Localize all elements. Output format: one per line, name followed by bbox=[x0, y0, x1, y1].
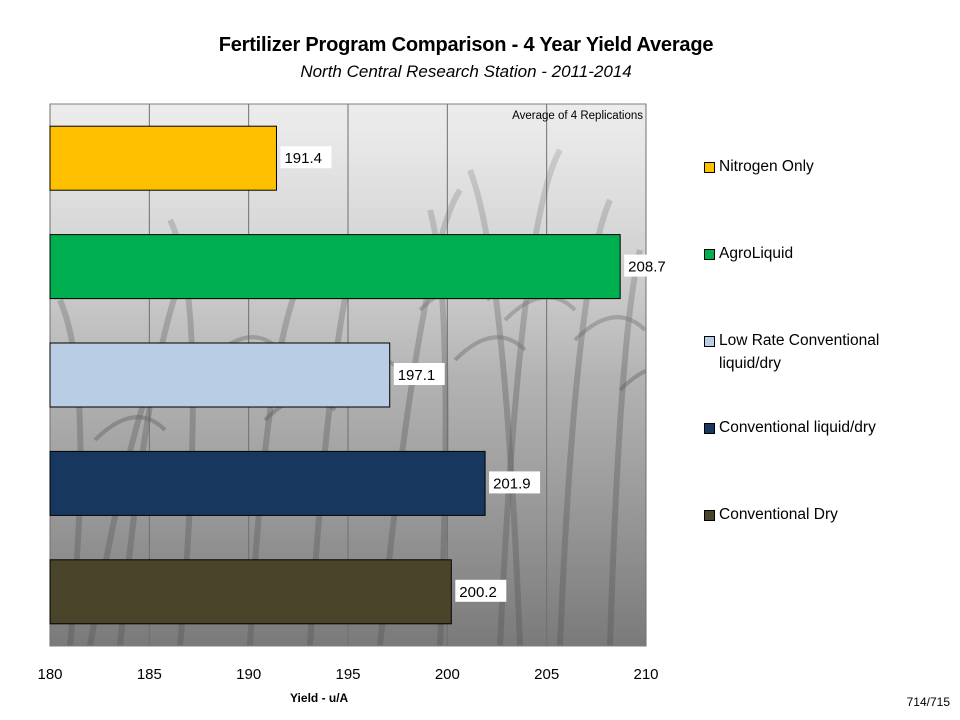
x-tick-label: 210 bbox=[633, 666, 658, 683]
value-label-box bbox=[280, 146, 332, 169]
x-tick-label: 205 bbox=[534, 666, 559, 683]
x-tick-label: 185 bbox=[137, 666, 162, 683]
value-label-box bbox=[393, 363, 445, 385]
value-label: 191.4 bbox=[284, 150, 322, 167]
legend-label: AgroLiquid bbox=[719, 245, 794, 262]
legend-label: Nitrogen Only bbox=[719, 158, 814, 175]
legend-swatch bbox=[704, 510, 715, 521]
value-labels: 191.4 208.7 197.1 201.9 200.2 bbox=[280, 146, 676, 602]
value-label-box bbox=[624, 254, 676, 277]
value-label-box bbox=[455, 579, 507, 602]
x-tick-label: 180 bbox=[37, 666, 62, 683]
value-label: 197.1 bbox=[398, 367, 436, 384]
chart-title: Fertilizer Program Comparison - 4 Year Y… bbox=[218, 34, 714, 56]
replications-note: Average of 4 Replications bbox=[512, 110, 643, 122]
x-tick-label: 200 bbox=[435, 666, 460, 683]
legend-label: Conventional Dry bbox=[719, 506, 838, 523]
bar bbox=[49, 450, 486, 516]
legend-label: Low Rate Conventional bbox=[719, 332, 880, 349]
x-tick-labels: 180 185 190 195 200 205 210 bbox=[37, 666, 658, 683]
legend-swatch bbox=[704, 249, 715, 260]
value-label: 200.2 bbox=[459, 584, 497, 601]
value-label-box bbox=[489, 471, 541, 494]
page-number: 714/715 bbox=[906, 695, 950, 709]
value-label: 208.7 bbox=[628, 259, 666, 276]
bars bbox=[49, 125, 621, 625]
bar bbox=[49, 234, 621, 300]
x-tick-label: 190 bbox=[236, 666, 261, 683]
x-axis-label: Yield - u/A bbox=[290, 691, 349, 705]
legend-swatch bbox=[704, 423, 715, 434]
legend-label: Conventional liquid/dry bbox=[719, 419, 876, 436]
legend-swatch bbox=[704, 162, 715, 173]
x-tick-label: 195 bbox=[335, 666, 360, 683]
legend-swatch bbox=[704, 336, 715, 347]
bar bbox=[49, 342, 391, 408]
chart-subtitle: North Central Research Station - 2011-20… bbox=[300, 62, 632, 81]
value-label: 201.9 bbox=[493, 475, 531, 492]
bar bbox=[49, 559, 452, 625]
bar bbox=[49, 125, 277, 191]
legend-label-line2: liquid/dry bbox=[719, 355, 782, 372]
